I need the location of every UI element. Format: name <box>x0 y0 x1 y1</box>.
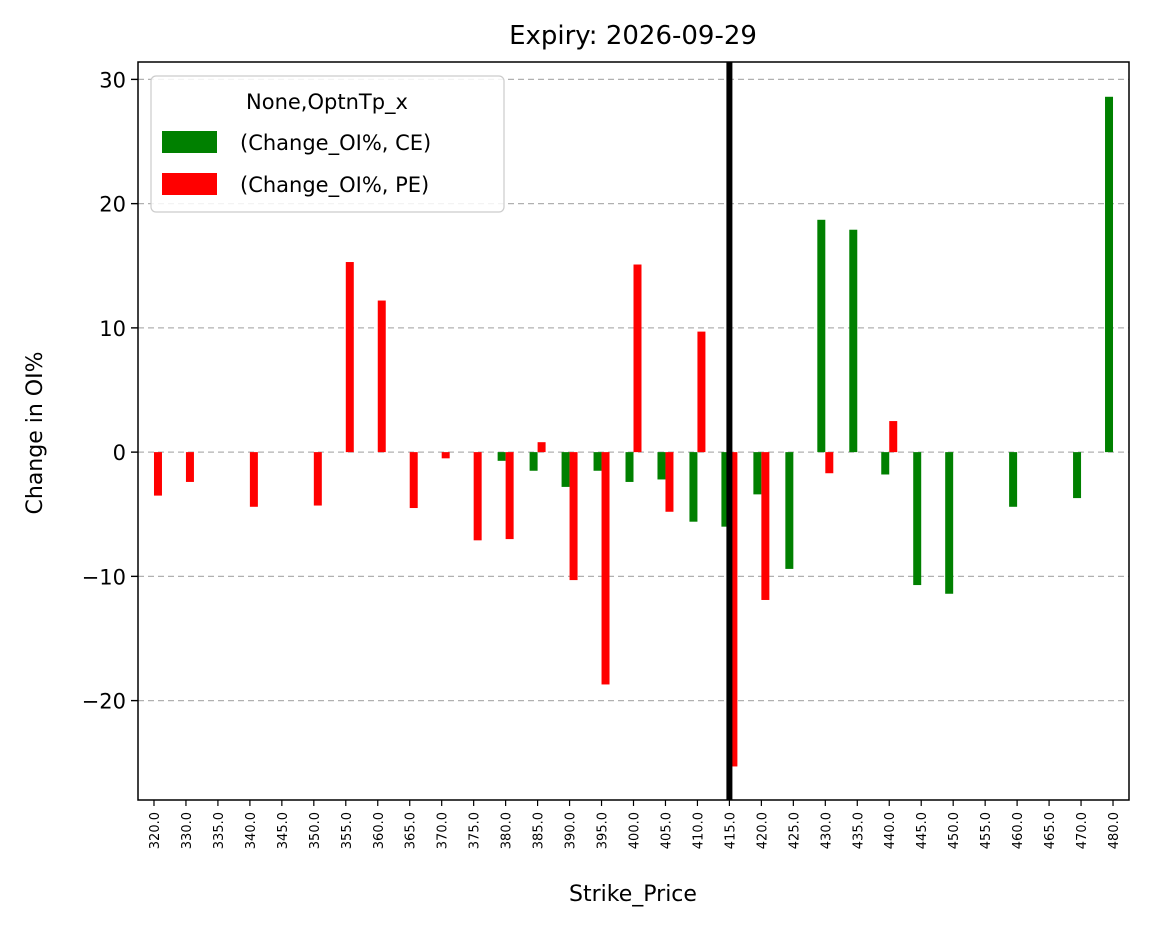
bar-pe <box>185 452 194 482</box>
legend-box <box>150 75 505 213</box>
y-tick-label: 0 <box>113 441 126 465</box>
bar-pe <box>633 264 642 453</box>
x-tick-label: 345.0 <box>276 812 291 849</box>
legend-label-ce: (Change_OI%, CE) <box>240 131 431 156</box>
y-axis-ticks: 30 20 10 0 −10 −20 <box>82 68 138 714</box>
bar-ce <box>849 229 858 453</box>
bar-pe <box>313 452 322 506</box>
bar-pe <box>153 452 162 496</box>
x-tick-label: 355.0 <box>340 812 355 849</box>
x-tick-label: 335.0 <box>212 812 227 849</box>
bar-pe <box>345 262 354 453</box>
bar-ce <box>881 452 890 475</box>
bar-ce <box>1073 452 1082 499</box>
x-tick-label: 420.0 <box>755 812 770 849</box>
legend-swatch-pe <box>162 173 217 195</box>
bars <box>153 96 1114 767</box>
bar-ce <box>657 452 666 480</box>
bar-pe <box>249 452 258 507</box>
x-tick-label: 330.0 <box>180 812 195 849</box>
x-tick-label: 465.0 <box>1043 812 1058 849</box>
x-tick-label: 390.0 <box>564 812 579 849</box>
x-tick-label: 370.0 <box>436 812 451 849</box>
bar-pe <box>665 452 674 512</box>
x-tick-label: 320.0 <box>148 812 163 849</box>
bar-ce <box>817 219 826 453</box>
bar-pe <box>505 452 514 540</box>
x-tick-label: 395.0 <box>596 812 611 849</box>
y-axis-label: Change in OI% <box>23 352 48 515</box>
legend-swatch-ce <box>162 131 217 153</box>
bar-ce <box>497 452 506 461</box>
bar-ce <box>753 452 762 495</box>
x-tick-label: 440.0 <box>883 812 898 849</box>
bar-pe <box>473 452 482 541</box>
x-tick-label: 470.0 <box>1075 812 1090 849</box>
x-tick-label: 435.0 <box>851 812 866 849</box>
bar-pe <box>761 452 770 600</box>
bar-ce <box>1009 452 1018 507</box>
x-tick-label: 455.0 <box>979 812 994 849</box>
x-tick-label: 365.0 <box>404 812 419 849</box>
chart-title: Expiry: 2026-09-29 <box>509 21 757 51</box>
legend: None,OptnTp_x (Change_OI%, CE) (Change_O… <box>150 75 505 213</box>
bar-pe <box>601 452 610 685</box>
y-tick-label: −20 <box>82 690 126 714</box>
bar-pe <box>889 421 898 453</box>
x-tick-label: 380.0 <box>500 812 515 849</box>
x-tick-label: 445.0 <box>915 812 930 849</box>
legend-title: None,OptnTp_x <box>246 90 408 115</box>
x-tick-label: 430.0 <box>819 812 834 849</box>
bar-pe <box>569 452 578 581</box>
bar-pe <box>697 331 706 453</box>
x-tick-label: 385.0 <box>532 812 547 849</box>
x-tick-label: 340.0 <box>244 812 259 849</box>
bar-ce <box>785 452 794 569</box>
bar-ce <box>625 452 634 482</box>
bar-pe <box>537 442 546 453</box>
bar-pe <box>409 452 418 509</box>
x-axis-ticks: 320.0 330.0 335.0 340.0 345.0 350.0 355.0 360.0… <box>148 800 1122 849</box>
x-tick-label: 405.0 <box>659 812 674 849</box>
x-tick-label: 460.0 <box>1011 812 1026 849</box>
bar-ce <box>945 452 954 594</box>
legend-label-pe: (Change_OI%, PE) <box>240 173 429 198</box>
bar-ce <box>689 452 698 522</box>
x-tick-label: 480.0 <box>1107 812 1122 849</box>
y-tick-label: 10 <box>99 317 126 341</box>
bar-ce <box>593 452 602 471</box>
x-tick-label: 360.0 <box>372 812 387 849</box>
x-tick-label: 350.0 <box>308 812 323 849</box>
bar-ce <box>529 452 538 471</box>
bar-ce <box>913 452 922 586</box>
x-tick-label: 410.0 <box>691 812 706 849</box>
bar-pe <box>377 300 386 453</box>
x-tick-label: 400.0 <box>628 812 643 849</box>
x-tick-label: 425.0 <box>787 812 802 849</box>
bar-ce <box>721 452 730 527</box>
x-tick-label: 450.0 <box>947 812 962 849</box>
x-tick-label: 375.0 <box>468 812 483 849</box>
bar-ce <box>1105 96 1114 453</box>
y-tick-label: 20 <box>99 193 126 217</box>
bar-pe <box>441 452 450 459</box>
y-tick-label: −10 <box>82 565 126 589</box>
x-axis-label: Strike_Price <box>569 882 697 907</box>
bar-ce <box>561 452 570 487</box>
x-tick-label: 415.0 <box>723 812 738 849</box>
y-tick-label: 30 <box>99 68 126 92</box>
bar-pe <box>729 452 738 767</box>
bar-pe <box>825 452 834 474</box>
